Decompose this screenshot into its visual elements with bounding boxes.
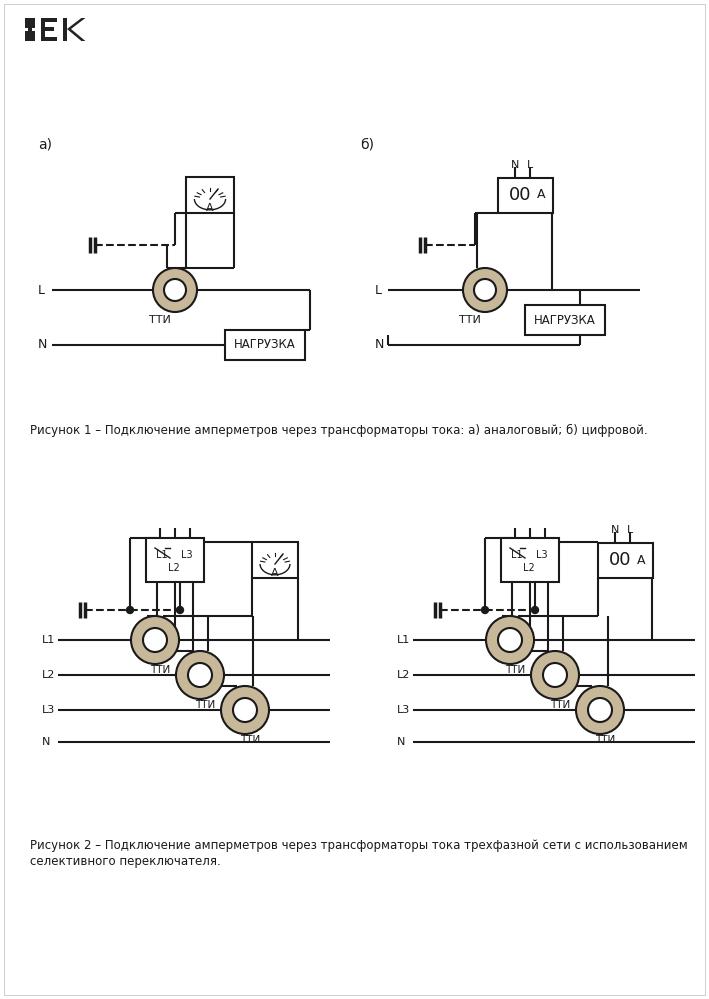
Text: L1: L1: [397, 635, 411, 645]
Bar: [25, 18, 35, 28]
Text: L3: L3: [182, 550, 193, 560]
Text: L3: L3: [42, 705, 55, 715]
Text: L: L: [527, 160, 533, 170]
Text: L2: L2: [42, 670, 55, 680]
Circle shape: [177, 606, 184, 613]
Text: НАГРУЗКА: НАГРУЗКА: [534, 314, 596, 327]
Circle shape: [221, 686, 269, 734]
Polygon shape: [67, 29, 85, 41]
Text: ТТИ: ТТИ: [240, 735, 260, 745]
Circle shape: [486, 616, 534, 664]
Circle shape: [588, 698, 612, 722]
Circle shape: [531, 651, 579, 699]
Circle shape: [474, 279, 496, 301]
Text: Рисунок 1 – Подключение амперметров через трансформаторы тока: а) аналоговый; б): Рисунок 1 – Подключение амперметров чере…: [30, 424, 647, 437]
Text: а): а): [38, 138, 52, 152]
Bar: [186, 177, 234, 213]
Text: L: L: [375, 284, 382, 297]
Circle shape: [126, 606, 133, 613]
Text: N: N: [611, 525, 619, 535]
Text: L2: L2: [397, 670, 411, 680]
Text: N: N: [375, 339, 384, 352]
Circle shape: [164, 279, 186, 301]
Polygon shape: [67, 18, 85, 29]
Bar: [598, 542, 652, 577]
Text: ТТИ: ТТИ: [595, 735, 615, 745]
Circle shape: [498, 628, 522, 652]
Text: НАГРУЗКА: НАГРУЗКА: [234, 339, 296, 352]
Circle shape: [188, 663, 212, 687]
Text: L1: L1: [511, 550, 523, 560]
Text: L2: L2: [523, 563, 535, 573]
Circle shape: [532, 606, 539, 613]
Bar: [501, 538, 559, 582]
Text: 00: 00: [509, 186, 531, 204]
Bar: [146, 538, 204, 582]
Bar: [41, 37, 57, 41]
Text: 00: 00: [609, 551, 631, 569]
Circle shape: [176, 651, 224, 699]
Text: ТТИ: ТТИ: [459, 315, 481, 325]
Circle shape: [463, 268, 507, 312]
Text: A: A: [637, 553, 645, 566]
Text: L2: L2: [168, 563, 180, 573]
Text: A: A: [537, 189, 545, 202]
Text: ТТИ: ТТИ: [550, 700, 570, 710]
Text: L3: L3: [397, 705, 411, 715]
Text: L1: L1: [156, 550, 168, 560]
Text: N: N: [38, 339, 48, 352]
Circle shape: [233, 698, 257, 722]
Text: L1: L1: [42, 635, 55, 645]
Text: N: N: [510, 160, 519, 170]
Text: ТТИ: ТТИ: [149, 315, 171, 325]
Text: L3: L3: [536, 550, 548, 560]
Text: A: A: [206, 203, 214, 213]
Text: б): б): [360, 138, 374, 152]
Bar: [63, 18, 67, 41]
Text: L: L: [38, 284, 45, 297]
Bar: [28, 28, 32, 31]
Text: N: N: [42, 737, 50, 747]
Circle shape: [131, 616, 179, 664]
Text: Рисунок 2 – Подключение амперметров через трансформаторы тока трехфазной сети с : Рисунок 2 – Подключение амперметров чере…: [30, 838, 688, 851]
Bar: [25, 31, 35, 41]
Bar: [225, 330, 305, 360]
Text: L: L: [627, 525, 633, 535]
Text: ТТИ: ТТИ: [505, 665, 525, 675]
Bar: [41, 18, 45, 41]
Bar: [41, 18, 57, 22]
Text: A: A: [271, 568, 279, 578]
Bar: [525, 305, 605, 335]
Bar: [41, 27, 54, 31]
Circle shape: [576, 686, 624, 734]
Circle shape: [481, 606, 489, 613]
Bar: [252, 542, 298, 578]
Circle shape: [543, 663, 567, 687]
Text: селективного переключателя.: селективного переключателя.: [30, 855, 220, 868]
Circle shape: [143, 628, 167, 652]
Bar: [498, 178, 552, 213]
Text: ТТИ: ТТИ: [150, 665, 170, 675]
Circle shape: [153, 268, 197, 312]
Text: N: N: [397, 737, 406, 747]
Text: ТТИ: ТТИ: [195, 700, 215, 710]
